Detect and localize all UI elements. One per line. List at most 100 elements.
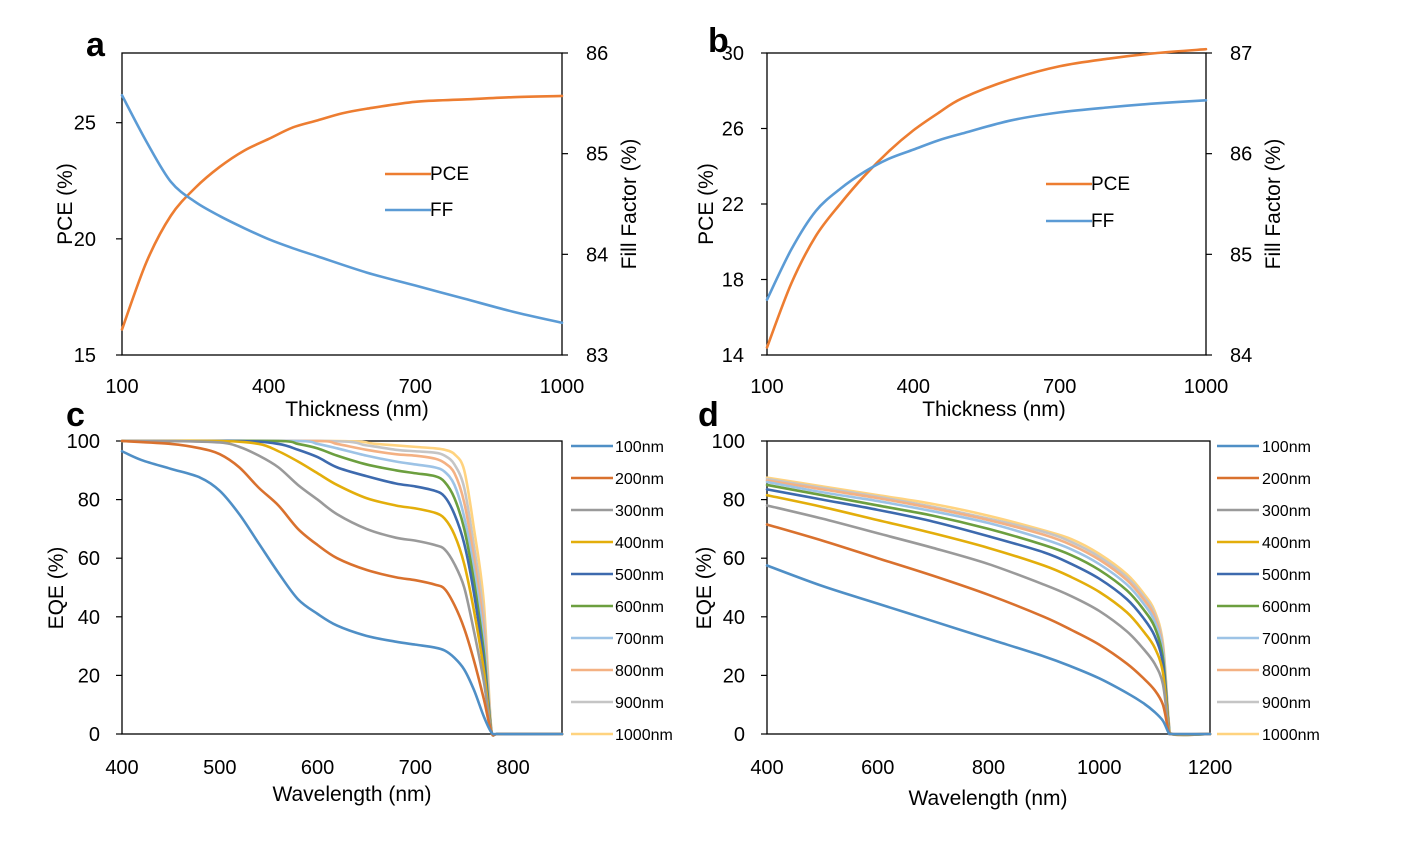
x-tick-label-c-1: 500 <box>203 757 236 779</box>
x-tick-label-d-2: 800 <box>972 757 1005 779</box>
series-line-d-1000nm <box>765 476 1212 737</box>
legend-label-d-700nm: 700nm <box>1262 631 1311 648</box>
legend-label-c-800nm: 800nm <box>615 663 664 680</box>
chart-marks-a: 100 400 700 1000 15 20 25 83 84 85 86 PCE FF <box>74 43 609 398</box>
legend-label-c-100nm: 100nm <box>615 439 664 456</box>
legend-label-c-900nm: 900nm <box>615 695 664 712</box>
y2-tick-label-a-1: 84 <box>586 244 608 266</box>
x-tick-label-c-4: 800 <box>496 757 529 779</box>
y2-axis-label-a: Fill Factor (%) <box>618 139 641 270</box>
legend-label-a-pce: PCE <box>430 164 469 185</box>
x-axis-label-c: Wavelength (nm) <box>272 783 431 806</box>
x-tick-label-b-1: 400 <box>897 376 930 398</box>
y-tick-label-a-2: 25 <box>74 113 96 135</box>
y2-tick-label-b-2: 86 <box>1230 144 1252 166</box>
chart-marks-d: 400 600 800 1000 1200 0 20 40 60 80 100 100nm 200nm 3… <box>712 431 1320 779</box>
panel-letter-a: a <box>86 26 106 64</box>
y-tick-label-d-1: 20 <box>723 665 745 687</box>
series-line-c-300nm <box>120 439 564 737</box>
y-tick-label-b-2: 22 <box>722 194 744 216</box>
legend-label-c-1000nm: 1000nm <box>615 727 673 744</box>
y-tick-label-b-1: 18 <box>722 270 744 292</box>
series-line-c-600nm <box>120 439 564 737</box>
x-tick-label-a-0: 100 <box>105 376 138 398</box>
x-tick-label-b-0: 100 <box>750 376 783 398</box>
y2-tick-label-a-0: 83 <box>586 345 608 367</box>
legend-label-c-700nm: 700nm <box>615 631 664 648</box>
x-tick-label-b-3: 1000 <box>1184 376 1229 398</box>
series-line-b-ff <box>765 99 1208 301</box>
plot-frame-c <box>121 440 563 735</box>
legend-label-b-ff: FF <box>1091 211 1114 232</box>
chart-marks-c: 400 500 600 700 800 0 20 40 60 80 100 100nm 200nm 300… <box>67 431 673 779</box>
series-line-c-800nm <box>120 439 564 737</box>
legend-label-c-300nm: 300nm <box>615 503 664 520</box>
series-line-d-900nm <box>765 477 1212 737</box>
series-line-c-1000nm <box>120 439 564 737</box>
legend-label-d-200nm: 200nm <box>1262 471 1311 488</box>
panel-b: b 100 400 700 1000 14 18 22 26 30 84 85 86 87 PCE FF T… <box>695 22 1285 421</box>
series-line-c-200nm <box>120 439 564 737</box>
series-line-c-100nm <box>120 449 564 736</box>
x-axis-label-d: Wavelength (nm) <box>908 787 1067 810</box>
y-tick-label-c-2: 40 <box>78 607 100 629</box>
legend-label-d-400nm: 400nm <box>1262 535 1311 552</box>
y2-tick-label-a-3: 86 <box>586 43 608 65</box>
y-tick-label-a-1: 20 <box>74 229 96 251</box>
x-tick-label-c-3: 700 <box>399 757 432 779</box>
legend-label-c-600nm: 600nm <box>615 599 664 616</box>
y-tick-label-b-3: 26 <box>722 119 744 141</box>
x-tick-label-d-3: 1000 <box>1077 757 1122 779</box>
series-line-c-400nm <box>120 439 564 737</box>
x-axis-label-a: Thickness (nm) <box>285 398 429 421</box>
legend-label-a-ff: FF <box>430 200 453 221</box>
panel-letter-c: c <box>66 396 85 434</box>
legend-label-c-400nm: 400nm <box>615 535 664 552</box>
legend-label-d-800nm: 800nm <box>1262 663 1311 680</box>
y-tick-label-c-5: 100 <box>67 431 100 453</box>
x-tick-label-a-1: 400 <box>252 376 285 398</box>
y-tick-label-d-2: 40 <box>723 607 745 629</box>
y-tick-label-b-0: 14 <box>722 345 744 367</box>
x-tick-label-d-4: 1200 <box>1188 757 1233 779</box>
plot-frame-d <box>766 440 1211 735</box>
y-tick-label-c-1: 20 <box>78 665 100 687</box>
x-tick-label-b-2: 700 <box>1043 376 1076 398</box>
panel-c: c 400 500 600 700 800 0 20 40 60 80 100 100nm 200nm 3… <box>45 396 673 806</box>
y2-tick-label-b-3: 87 <box>1230 43 1252 65</box>
x-tick-label-c-0: 400 <box>105 757 138 779</box>
legend-label-b-pce: PCE <box>1091 174 1130 195</box>
y2-tick-label-b-1: 85 <box>1230 244 1252 266</box>
x-tick-label-a-2: 700 <box>399 376 432 398</box>
y-tick-label-c-4: 80 <box>78 490 100 512</box>
panel-a: a 100 400 700 1000 15 20 25 83 84 85 86 PCE FF Thick… <box>54 26 641 421</box>
y-axis-label-d: EQE (%) <box>693 547 716 630</box>
legend-label-d-600nm: 600nm <box>1262 599 1311 616</box>
panel-d: d 400 600 800 1000 1200 0 20 40 60 80 100 100nm 200n… <box>693 396 1320 810</box>
series-line-d-500nm <box>765 488 1212 737</box>
legend-label-d-1000nm: 1000nm <box>1262 727 1320 744</box>
y2-tick-label-a-2: 85 <box>586 144 608 166</box>
legend-label-d-100nm: 100nm <box>1262 439 1311 456</box>
series-line-d-100nm <box>765 564 1212 736</box>
y-axis-label-b: PCE (%) <box>695 163 718 245</box>
y-tick-label-d-4: 80 <box>723 490 745 512</box>
series-line-d-400nm <box>765 493 1212 736</box>
y-tick-label-c-3: 60 <box>78 548 100 570</box>
y2-tick-label-b-0: 84 <box>1230 345 1252 367</box>
y-tick-label-a-0: 15 <box>74 345 96 367</box>
legend-label-d-300nm: 300nm <box>1262 503 1311 520</box>
chart-marks-b: 100 400 700 1000 14 18 22 26 30 84 85 86 87 PCE FF <box>722 43 1253 398</box>
x-tick-label-c-2: 600 <box>301 757 334 779</box>
panel-letter-d: d <box>698 396 719 434</box>
series-line-c-900nm <box>120 439 564 737</box>
x-tick-label-d-0: 400 <box>750 757 783 779</box>
y2-axis-label-b: Fill Factor (%) <box>1262 139 1285 270</box>
series-line-d-300nm <box>765 504 1212 736</box>
y-tick-label-d-5: 100 <box>712 431 745 453</box>
legend-label-d-900nm: 900nm <box>1262 695 1311 712</box>
legend-label-c-500nm: 500nm <box>615 567 664 584</box>
legend-label-c-200nm: 200nm <box>615 471 664 488</box>
x-axis-label-b: Thickness (nm) <box>922 398 1066 421</box>
